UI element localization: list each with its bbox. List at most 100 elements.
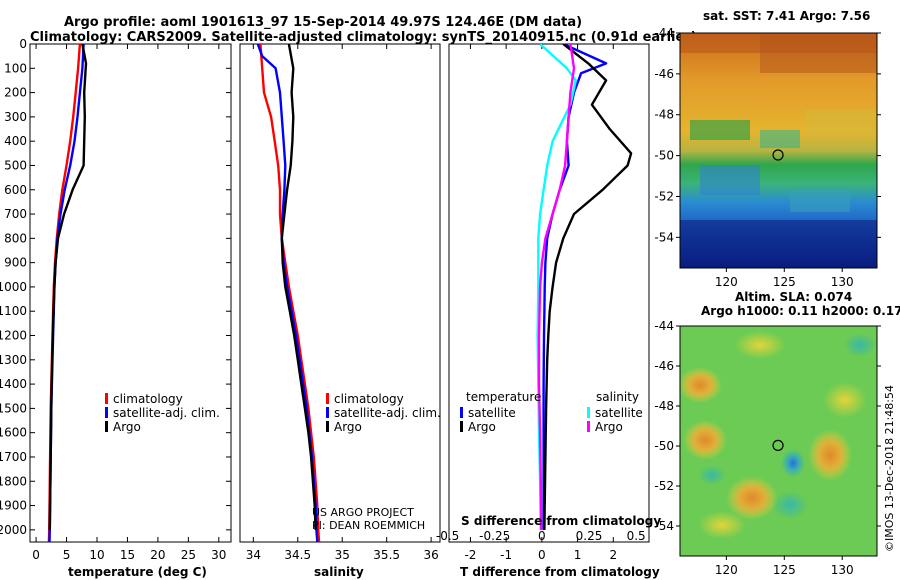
x2-tick-label: 0.25 [576,529,603,543]
plot-title-line1: Argo profile: aoml 1901613_97 15-Sep-201… [64,15,582,30]
salinity-axes-frame [239,43,441,543]
lat-tick-label: -48 [654,108,674,122]
depth-tick-label: 2000 [0,523,27,537]
imos-credit: ©IMOS 13-Dec-2018 21:48:54 [883,385,896,552]
lat-tick-label: -44 [654,26,674,40]
series-line-salinity-argo [537,44,576,530]
x2-tick-label: 0.5 [627,529,646,543]
depth-tick-label: 100 [4,61,27,75]
difference-panel: -2 -1 0 1 2 T difference from climatology S … [436,43,661,579]
x2-tick-label: 0 [538,529,546,543]
sla-map: Altim. SLA: 0.074 Argo h1000: 0.11 h2000… [654,290,900,577]
temperature-depth-ticks: 0 100 200 300 400 500 600 700 800 900 1000 1100 1200… [0,37,231,537]
sla-high-anomaly [726,476,778,520]
difference-legend-temperature: temperature satellite Argo [460,390,541,434]
sst-map-ticks: 120 125 130 -44 -46 -48 -50 -52 -54 [654,26,881,289]
x-tick-label: 0 [538,548,546,562]
depth-tick-label: 1200 [0,329,27,343]
legend-label-argo: Argo [334,420,362,434]
sst-green-patch [690,120,750,140]
legend-label-temp-satellite: satellite [468,406,516,420]
salinity-legend: climatology satellite-adj. clim. Argo [326,392,441,434]
legend-label-argo: Argo [113,420,141,434]
lat-tick-label: -50 [654,149,674,163]
x-tick-label: 30 [211,548,226,562]
difference-x-label: T difference from climatology [460,565,660,579]
sla-high-anomaly [678,367,722,403]
sst-cyan-patch [790,190,850,212]
x-tick-label: 2 [609,548,617,562]
lat-tick-label: -46 [654,67,674,81]
legend-title-temperature: temperature [466,390,541,404]
temperature-x-ticks: 0 5 10 15 20 25 30 [32,44,226,562]
lon-tick-label: 130 [831,563,854,577]
sla-low-anomaly [772,491,808,519]
x-tick-label: 5 [63,548,71,562]
difference-x2-label: S difference from climatology [461,514,661,528]
depth-tick-label: 1700 [0,450,27,464]
sla-high-anomaly [808,429,852,481]
difference-axes-frame [448,43,650,543]
depth-tick-label: 0 [19,37,27,51]
x-tick-label: 35.5 [373,548,400,562]
sla-high-anomaly [734,331,786,359]
salinity-x-ticks: 34 34.5 35 35.5 36 [246,44,439,562]
lat-tick-label: -48 [654,399,674,413]
legend-label-climatology: climatology [334,392,404,406]
temperature-panel: 0100200300400500600700800900100011001200… [0,37,232,579]
lon-tick-label: 120 [715,563,738,577]
x2-tick-label: -0.5 [436,529,459,543]
argo-location-marker [772,149,784,161]
plot-title-line2: Climatology: CARS2009. Satellite-adjuste… [30,30,697,45]
temperature-series [47,44,88,542]
sla-low-anomaly [781,449,805,477]
legend-swatch-sal-satellite [587,407,590,418]
legend-swatch-satellite [326,407,329,418]
sla-map-title: Altim. SLA: 0.074 [735,290,852,304]
project-credit-line1: US ARGO PROJECT [312,506,414,519]
legend-swatch-temp-argo [460,421,463,432]
sst-warm-patch [760,33,877,73]
sla-map-subtitle: Argo h1000: 0.11 h2000: 0.17 [701,304,900,318]
depth-tick-label: 1400 [0,377,27,391]
sla-map-frame [679,325,878,557]
legend-swatch-temp-satellite [460,407,463,418]
lat-tick-label: -54 [654,519,674,533]
sst-yellow-patch [805,110,877,135]
legend-label-temp-argo: Argo [468,420,496,434]
temperature-x-label: temperature (deg C) [68,565,207,579]
lat-tick-label: -54 [654,230,674,244]
x-tick-label: 10 [89,548,104,562]
legend-swatch-satellite [105,407,108,418]
x2-tick-label: -0.25 [479,529,510,543]
lat-tick-label: -52 [654,189,674,203]
difference-x2-ticks: -0.5 -0.25 0 0.25 0.5 [436,529,646,543]
x-tick-label: 1 [574,548,582,562]
sst-map: sat. SST: 7.41 Argo: 7.56 120 125 130 -44 -4… [654,9,881,289]
legend-title-salinity: salinity [596,390,639,404]
depth-tick-label: 1500 [0,401,27,415]
depth-tick-label: 700 [4,207,27,221]
temperature-legend: climatology satellite-adj. clim. Argo [105,392,220,434]
temperature-axes-frame [29,43,232,543]
depth-tick-label: 600 [4,183,27,197]
legend-swatch-climatology [326,393,329,404]
salinity-panel: 34 34.5 35 35.5 36 salinity climatology sate… [239,43,441,579]
depth-tick-label: 1800 [0,474,27,488]
sla-high-anomaly [698,511,746,539]
difference-series [536,44,633,530]
x-tick-label: 15 [120,548,135,562]
series-line-temperature-argo [543,44,633,530]
depth-tick-label: 500 [4,158,27,172]
legend-label-satellite: satellite-adj. clim. [334,406,441,420]
legend-label-climatology: climatology [113,392,183,406]
sst-blue-patch [700,165,760,195]
legend-label-satellite: satellite-adj. clim. [113,406,220,420]
x-tick-label: 35 [335,548,350,562]
x-tick-label: 25 [181,548,196,562]
x-tick-label: 34 [246,548,261,562]
depth-tick-label: 800 [4,231,27,245]
argo-location-marker [772,439,784,451]
depth-tick-label: 1300 [0,353,27,367]
sla-high-anomaly [683,420,727,460]
